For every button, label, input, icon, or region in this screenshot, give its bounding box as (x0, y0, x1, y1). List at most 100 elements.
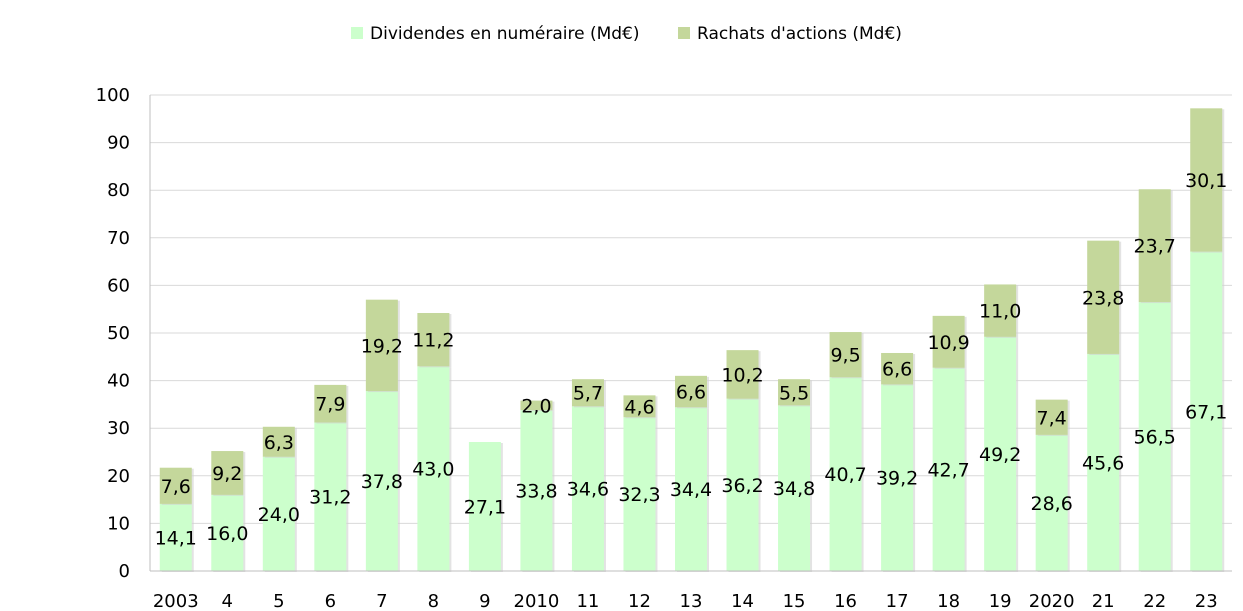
x-tick-label: 22 (1143, 591, 1166, 611)
data-label: 42,7 (927, 459, 969, 481)
bar-dividendes (932, 367, 965, 571)
data-label: 5,7 (573, 383, 603, 405)
bar-rachats (984, 284, 1017, 337)
x-tick-label: 6 (325, 591, 336, 611)
bar-rachats (829, 332, 862, 378)
bar-dividendes (468, 442, 501, 571)
data-label: 39,2 (876, 468, 918, 490)
bar-dividendes (829, 377, 862, 571)
bar-dividendes (675, 407, 707, 571)
x-tick-label: 4 (222, 591, 233, 611)
data-label: 34,6 (567, 479, 609, 501)
data-labels: 14,1 7,6 16,0 9,2 24,0 6,3 31,2 7,9 37,8 19,2 43,0… (155, 170, 1228, 549)
bar-dividendes (1035, 434, 1068, 571)
bar-rachats (726, 350, 759, 399)
data-label: 9,2 (212, 463, 242, 485)
data-label: 24,0 (258, 504, 300, 526)
x-tick-label: 12 (628, 591, 651, 611)
y-tick-label: 90 (107, 133, 130, 154)
x-tick-label: 17 (886, 591, 909, 611)
data-label: 40,7 (824, 464, 866, 486)
bar-dividendes (571, 406, 604, 571)
bar-rachats (159, 467, 192, 504)
bar-dividendes (623, 417, 656, 571)
data-label: 37,8 (361, 471, 403, 493)
data-label: 45,6 (1082, 452, 1124, 474)
data-label: 49,2 (979, 444, 1021, 466)
data-label: 4,6 (624, 396, 654, 418)
data-label: 10,2 (721, 364, 763, 386)
data-label: 16,0 (206, 523, 248, 545)
x-tick-label: 2020 (1029, 591, 1075, 611)
y-tick-label: 40 (107, 371, 130, 392)
legend-label: Rachats d'actions (Md€) (697, 24, 902, 44)
x-tick-label: 5 (273, 591, 284, 611)
data-label: 7,9 (315, 394, 345, 416)
y-tick-label: 70 (107, 228, 130, 249)
bar-dividendes (881, 384, 914, 571)
data-label: 56,5 (1134, 427, 1176, 449)
data-label: 43,0 (412, 459, 454, 481)
bar-rachats (932, 315, 965, 368)
bar-rachats (262, 426, 295, 457)
bar-dividendes (1138, 302, 1171, 571)
data-label: 32,3 (618, 484, 660, 506)
data-label: 27,1 (464, 497, 506, 519)
data-label: 7,4 (1037, 407, 1067, 429)
data-label: 7,6 (161, 476, 191, 498)
data-label: 28,6 (1031, 493, 1073, 515)
x-tick-label: 18 (937, 591, 960, 611)
data-label: 14,1 (155, 527, 197, 549)
bar-rachats (675, 375, 707, 408)
data-label: 23,7 (1134, 236, 1176, 258)
bar-dividendes (262, 456, 295, 571)
data-label: 19,2 (361, 335, 403, 357)
x-tick-label: 13 (680, 591, 703, 611)
bar-rachats (1190, 108, 1223, 252)
data-label: 34,4 (670, 479, 712, 501)
bar-dividendes (520, 410, 553, 571)
bar-rachats (211, 451, 244, 495)
y-tick-label: 20 (107, 466, 130, 487)
bar-dividendes (417, 366, 450, 571)
data-label: 11,2 (412, 330, 454, 352)
bars (159, 108, 1225, 572)
y-tick-label: 60 (107, 275, 130, 296)
bar-dividendes (1190, 251, 1223, 571)
legend-swatch (678, 27, 690, 39)
legend: Dividendes en numéraire (Md€) Rachats d'a… (351, 24, 902, 44)
bar-rachats (1087, 240, 1120, 354)
x-tick-label: 8 (428, 591, 439, 611)
y-tick-label: 50 (107, 323, 130, 344)
y-tick-label: 10 (107, 513, 130, 534)
data-label: 10,9 (927, 332, 969, 354)
legend-swatch (351, 27, 363, 39)
data-label: 6,3 (264, 432, 294, 454)
x-tick-label: 15 (783, 591, 806, 611)
data-label: 6,6 (882, 359, 912, 381)
bar-dividendes (159, 503, 192, 571)
x-tick-label: 21 (1092, 591, 1115, 611)
bar-rachats (778, 379, 811, 406)
x-tick-label: 11 (576, 591, 599, 611)
bar-rachats (881, 352, 914, 385)
data-label: 33,8 (515, 481, 557, 503)
bar-rachats (314, 384, 347, 423)
data-label: 36,2 (721, 475, 763, 497)
data-label: 2,0 (521, 395, 551, 417)
bar-rachats (1138, 189, 1171, 303)
data-label: 30,1 (1185, 170, 1227, 192)
data-label: 11,0 (979, 301, 1021, 323)
data-label: 9,5 (830, 345, 860, 367)
y-tick-label: 100 (96, 85, 130, 106)
y-tick-label: 30 (107, 418, 130, 439)
bar-rachats (623, 395, 656, 418)
bar-rachats (417, 313, 450, 367)
x-tick-label: 2003 (153, 591, 199, 611)
x-tick-label: 16 (834, 591, 857, 611)
y-tick-label: 0 (119, 561, 130, 582)
bar-dividendes (314, 422, 347, 571)
bar-rachats (1035, 399, 1068, 435)
